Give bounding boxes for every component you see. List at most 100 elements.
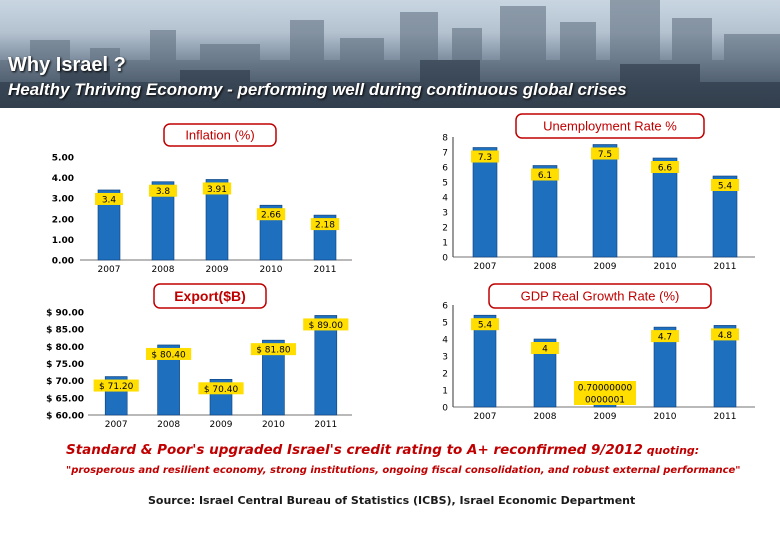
unemployment-value-label-bg [531, 168, 559, 181]
source-note: Source: Israel Central Bureau of Statist… [148, 494, 636, 507]
gdp-ytick: 1 [442, 387, 448, 397]
export-xtick: 2011 [314, 420, 337, 430]
unemployment-xtick: 2007 [474, 262, 497, 272]
unemployment-bar [532, 165, 558, 258]
unemployment-value-label-text: 7.5 [598, 150, 612, 160]
export-ytick: $ 65.00 [46, 394, 84, 404]
export-xtick: 2009 [210, 420, 233, 430]
gdp-xtick: 2011 [714, 412, 737, 422]
export-value-label: $ 71.20 [93, 379, 139, 392]
inflation-value-label-text: 3.8 [156, 187, 171, 197]
export-ytick: $ 80.00 [46, 343, 84, 353]
export-value-label-text: $ 70.40 [204, 385, 239, 395]
unemployment-xtick: 2011 [714, 262, 737, 272]
rating-note-main: Standard & Poor's upgraded Israel's cred… [66, 442, 643, 458]
gdp-value-label-bg [471, 318, 499, 331]
unemployment-xtick: 2008 [534, 262, 557, 272]
unemployment-xtick: 2009 [594, 262, 617, 272]
export-ytick: $ 70.00 [46, 377, 84, 387]
inflation-ytick: 5.00 [52, 154, 74, 164]
rating-quote: "prosperous and resilient economy, stron… [66, 465, 741, 476]
export-bar [262, 339, 285, 416]
unemployment-value-label: 5.4 [711, 179, 739, 192]
inflation-xtick: 2009 [206, 265, 229, 275]
inflation-value-label-text: 2.18 [315, 221, 335, 231]
inflation-value-label: 3.4 [95, 192, 123, 205]
inflation-value-label-text: 2.66 [261, 211, 281, 221]
export-value-label-bg [303, 318, 349, 331]
unemployment-value-label: 6.1 [531, 168, 559, 181]
gdp-value-label-bg [574, 381, 636, 405]
inflation-value-label-bg [202, 182, 232, 195]
inflation-value-label-bg [95, 192, 123, 205]
export-xtick: 2008 [157, 420, 180, 430]
export-value-label: $ 81.80 [250, 343, 296, 356]
export-value-label-bg [250, 343, 296, 356]
inflation-bar [205, 179, 229, 261]
inflation-value-label: 2.18 [310, 218, 340, 231]
export-value-label-bg [198, 382, 244, 395]
unemployment-ytick: 0 [442, 254, 448, 264]
unemployment-value-label-text: 5.4 [718, 182, 733, 192]
export-value-label-text: $ 71.20 [99, 382, 134, 392]
gdp-svg: GDP Real Growth Rate (%) 0 1 2 3 4 5 6 2007 5.4 20… [442, 283, 755, 422]
inflation-xtick: 2007 [98, 265, 121, 275]
gdp-xtick: 2007 [474, 412, 497, 422]
gdp-value-label-text: 4 [542, 345, 548, 355]
inflation-xtick: 2010 [260, 265, 283, 275]
unemployment-chart: Unemployment Rate % 0 1 2 3 4 5 6 7 8 2007 7.3 2008 6… [415, 112, 775, 277]
inflation-ytick: 2.00 [52, 215, 74, 225]
unemployment-svg: Unemployment Rate % 0 1 2 3 4 5 6 7 8 2007 7.3 2008 6… [442, 113, 755, 272]
gdp-bar [653, 326, 677, 408]
export-svg: Export($B) $ 60.00 $ 65.00 $ 70.00 $ 75.00 $ … [46, 283, 352, 430]
inflation-value-label-text: 3.91 [207, 185, 227, 195]
export-value-label-bg [93, 379, 139, 392]
unemployment-ytick: 2 [442, 224, 448, 234]
gdp-bar [713, 325, 737, 408]
inflation-value-label-bg [256, 208, 286, 221]
gdp-title-box [488, 283, 712, 309]
unemployment-ytick: 3 [442, 209, 448, 219]
unemployment-ytick: 5 [442, 179, 448, 189]
inflation-bar [97, 189, 121, 261]
inflation-xtick: 2008 [152, 265, 175, 275]
inflation-ytick: 0.00 [52, 257, 74, 267]
inflation-title: Inflation (%) [185, 128, 254, 143]
unemployment-title-box [515, 113, 705, 139]
inflation-ytick: 4.00 [52, 174, 74, 184]
inflation-value-label: 2.66 [256, 208, 286, 221]
gdp-value-label: 4 [531, 342, 559, 355]
gdp-ytick: 5 [442, 319, 448, 329]
inflation-bar [151, 181, 175, 261]
unemployment-value-label-bg [471, 150, 499, 163]
gdp-bar [473, 314, 497, 408]
inflation-value-label-bg [149, 184, 177, 197]
export-ytick: $ 85.00 [46, 326, 84, 336]
gdp-value-label-bg [651, 330, 679, 343]
header-banner: Why Israel ? Healthy Thriving Economy - … [0, 0, 780, 108]
gdp-xtick: 2010 [654, 412, 677, 422]
gdp-xtick: 2008 [534, 412, 557, 422]
inflation-title-box [163, 123, 277, 147]
unemployment-value-label: 7.3 [471, 150, 499, 163]
inflation-chart: Inflation (%) 0.00 1.00 2.00 3.00 4.00 5.00 200… [20, 112, 380, 277]
unemployment-value-label-bg [591, 147, 619, 160]
export-value-label: $ 70.40 [198, 382, 244, 395]
unemployment-value-label-bg [711, 179, 739, 191]
export-chart: Export($B) $ 60.00 $ 65.00 $ 70.00 $ 75.00 $ … [20, 282, 380, 432]
inflation-value-label: 3.91 [202, 182, 232, 195]
unemployment-ytick: 1 [442, 239, 448, 249]
export-value-label-text: $ 89.00 [309, 321, 344, 331]
export-value-label-text: $ 80.40 [151, 350, 186, 360]
export-xtick: 2010 [262, 420, 285, 430]
unemployment-bar [472, 147, 498, 258]
export-value-label-bg [146, 347, 192, 360]
export-title-box [153, 283, 267, 309]
export-title: Export($B) [174, 288, 246, 304]
inflation-value-label-text: 3.4 [102, 195, 117, 205]
export-ytick: $ 75.00 [46, 360, 84, 370]
unemployment-bar [652, 157, 678, 258]
unemployment-value-label: 7.5 [591, 147, 619, 160]
export-xtick: 2007 [105, 420, 128, 430]
gdp-value-label-text: 0000001 [585, 396, 625, 406]
